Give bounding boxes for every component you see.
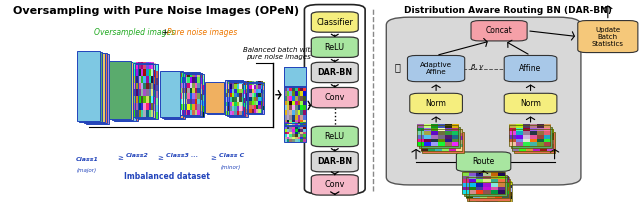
Text: $\geq$: $\geq$	[156, 153, 164, 162]
FancyBboxPatch shape	[207, 83, 227, 114]
FancyBboxPatch shape	[159, 70, 180, 117]
Text: Norm: Norm	[426, 99, 447, 108]
FancyBboxPatch shape	[311, 175, 358, 195]
FancyBboxPatch shape	[578, 21, 638, 53]
Text: Adaptive
Affine: Adaptive Affine	[420, 62, 452, 75]
FancyBboxPatch shape	[464, 175, 507, 196]
Text: Balanced batch with
pure noise images: Balanced batch with pure noise images	[243, 46, 314, 60]
Text: $\geq$: $\geq$	[209, 153, 218, 162]
FancyBboxPatch shape	[82, 53, 105, 122]
Text: Conv: Conv	[324, 180, 345, 189]
FancyBboxPatch shape	[77, 51, 100, 121]
Text: DAR-BN: DAR-BN	[317, 68, 353, 77]
FancyBboxPatch shape	[311, 12, 358, 32]
Text: Norm: Norm	[520, 99, 541, 108]
FancyBboxPatch shape	[514, 132, 555, 153]
FancyBboxPatch shape	[86, 54, 109, 124]
FancyBboxPatch shape	[305, 5, 365, 194]
FancyBboxPatch shape	[116, 63, 138, 121]
Text: Distribution Aware Routing BN (DAR-BN): Distribution Aware Routing BN (DAR-BN)	[404, 5, 612, 15]
FancyBboxPatch shape	[311, 152, 358, 172]
Text: Update
Batch
Statistics: Update Batch Statistics	[592, 27, 624, 47]
FancyBboxPatch shape	[504, 93, 557, 114]
Text: Class1: Class1	[76, 157, 99, 162]
FancyBboxPatch shape	[311, 87, 358, 108]
Text: $\geq$: $\geq$	[116, 153, 124, 162]
Text: +: +	[161, 28, 168, 37]
FancyBboxPatch shape	[410, 93, 463, 114]
Text: Conv: Conv	[324, 93, 345, 102]
Text: (minor): (minor)	[220, 165, 241, 169]
Text: Classifier: Classifier	[316, 18, 353, 26]
Text: Class2: Class2	[126, 153, 148, 158]
FancyBboxPatch shape	[311, 37, 358, 57]
FancyBboxPatch shape	[422, 132, 463, 153]
FancyBboxPatch shape	[84, 54, 107, 123]
FancyBboxPatch shape	[456, 152, 511, 171]
Text: Oversampled images: Oversampled images	[94, 28, 178, 37]
Text: Affine: Affine	[520, 64, 541, 73]
Text: Class C: Class C	[219, 153, 244, 158]
FancyBboxPatch shape	[205, 82, 224, 113]
FancyBboxPatch shape	[109, 61, 131, 119]
FancyBboxPatch shape	[79, 52, 102, 122]
FancyBboxPatch shape	[311, 126, 358, 147]
Text: (major): (major)	[77, 168, 97, 174]
Text: 🔒: 🔒	[395, 62, 401, 72]
Text: Oversampling with Pure Noise Images (OPeN): Oversampling with Pure Noise Images (OPe…	[13, 5, 299, 16]
Text: ReLU: ReLU	[324, 132, 345, 141]
Text: DAR-BN: DAR-BN	[317, 157, 353, 166]
FancyBboxPatch shape	[471, 21, 527, 41]
FancyBboxPatch shape	[162, 71, 182, 118]
FancyBboxPatch shape	[511, 127, 552, 148]
Text: Imbalanced dataset: Imbalanced dataset	[124, 172, 210, 181]
Text: Pure noise images: Pure noise images	[167, 28, 237, 37]
FancyBboxPatch shape	[114, 62, 136, 121]
FancyBboxPatch shape	[504, 56, 557, 82]
Text: Route: Route	[472, 157, 495, 166]
FancyBboxPatch shape	[284, 67, 305, 114]
FancyBboxPatch shape	[284, 67, 305, 113]
FancyBboxPatch shape	[419, 127, 460, 148]
FancyBboxPatch shape	[408, 56, 465, 82]
Text: ReLU: ReLU	[324, 43, 345, 52]
FancyBboxPatch shape	[387, 17, 581, 185]
Text: $\beta$, $\gamma$: $\beta$, $\gamma$	[470, 62, 485, 72]
FancyBboxPatch shape	[111, 62, 133, 120]
FancyBboxPatch shape	[164, 72, 185, 119]
Text: Concat: Concat	[486, 26, 513, 35]
FancyBboxPatch shape	[311, 62, 358, 83]
FancyBboxPatch shape	[284, 107, 305, 135]
Text: Class3 ...: Class3 ...	[166, 153, 198, 158]
FancyBboxPatch shape	[467, 179, 510, 201]
